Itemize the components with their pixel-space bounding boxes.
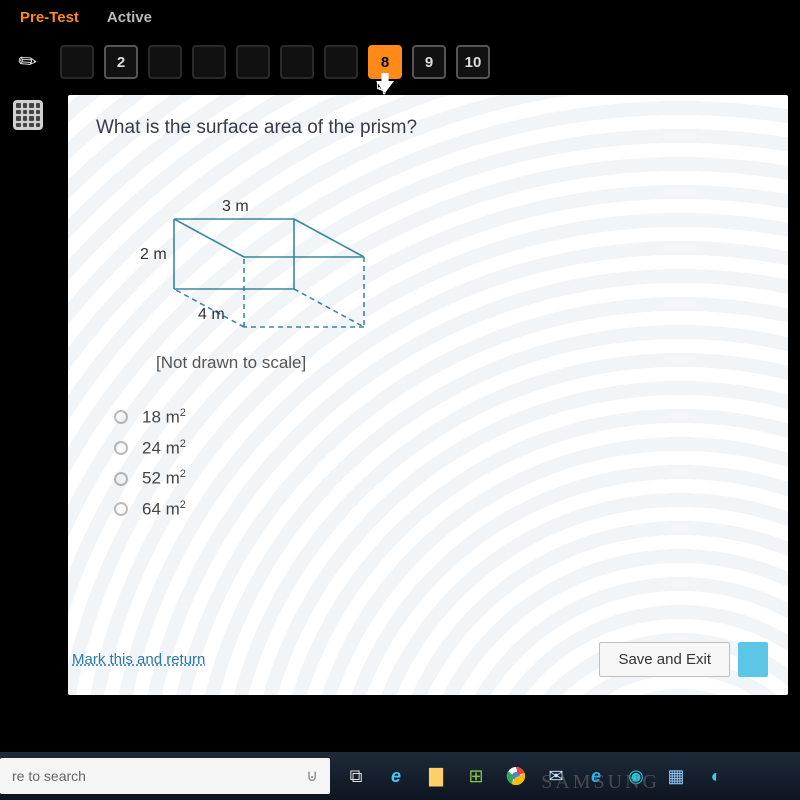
nav-q-8[interactable]: 8☟ [368, 45, 402, 79]
search-placeholder: re to search [12, 768, 86, 784]
mic-icon: ⊍ [306, 766, 318, 786]
nav-q-9[interactable]: 9 [412, 45, 446, 79]
radio-icon [114, 502, 128, 516]
option-1[interactable]: 18 m2 [114, 407, 760, 428]
option-label: 64 m2 [142, 499, 186, 520]
taskview-icon[interactable]: ⧉ [342, 762, 370, 790]
nav-q-6[interactable] [280, 45, 314, 79]
radio-icon [114, 410, 128, 424]
taskbar: re to search ⊍ ⧉ e ▇ ⊞ ✉ e ◉ ▦ ◐ [0, 752, 800, 800]
explorer-icon[interactable]: ▇ [422, 762, 450, 790]
chrome-icon[interactable] [502, 762, 530, 790]
calculator-icon [13, 100, 43, 130]
nav-q-5[interactable] [236, 45, 270, 79]
prism-svg: 3 m 2 m 4 m [126, 169, 386, 339]
radio-icon [114, 441, 128, 455]
save-exit-button[interactable]: Save and Exit [599, 642, 730, 677]
footer-buttons: Save and Exit [599, 642, 768, 677]
option-label: 52 m2 [142, 468, 186, 489]
panel-footer: Mark this and return Save and Exit [68, 642, 788, 677]
monitor-brand: SAMSUNG [541, 771, 660, 794]
tab-pretest[interactable]: Pre-Test [20, 9, 79, 26]
pencil-icon: ✎ [13, 46, 44, 78]
svg-text:2 m: 2 m [140, 246, 167, 263]
tool-pencil[interactable]: ✎ [0, 34, 56, 90]
radio-icon [114, 472, 128, 486]
tab-active[interactable]: Active [107, 9, 152, 26]
nav-q-1[interactable] [60, 45, 94, 79]
question-text: What is the surface area of the prism? [96, 117, 760, 139]
option-4[interactable]: 64 m2 [114, 499, 760, 520]
option-label: 24 m2 [142, 438, 186, 459]
taskbar-search[interactable]: re to search ⊍ [0, 758, 330, 794]
figure-caption: [Not drawn to scale] [156, 353, 760, 373]
mark-return-link[interactable]: Mark this and return [72, 651, 205, 668]
ie-icon[interactable]: e [382, 762, 410, 790]
app-icon-3[interactable]: ◐ [702, 762, 730, 790]
nav-q-7[interactable] [324, 45, 358, 79]
question-nav: 2 8☟ 9 10 [0, 34, 800, 90]
screen: Pre-Test Active ✎ 2 8☟ 9 10 What is the sur… [0, 0, 800, 800]
top-tabs: Pre-Test Active [0, 0, 800, 34]
prism-figure: 3 m 2 m 4 m [126, 169, 760, 339]
next-button[interactable] [738, 642, 768, 677]
option-2[interactable]: 24 m2 [114, 438, 760, 459]
store-icon[interactable]: ⊞ [462, 762, 490, 790]
svg-text:4 m: 4 m [198, 306, 225, 323]
tool-calculator[interactable] [0, 100, 56, 156]
nav-q-2[interactable]: 2 [104, 45, 138, 79]
option-3[interactable]: 52 m2 [114, 468, 760, 489]
app-icon-2[interactable]: ▦ [662, 762, 690, 790]
option-label: 18 m2 [142, 407, 186, 428]
svg-text:3 m: 3 m [222, 198, 249, 215]
nav-q-4[interactable] [192, 45, 226, 79]
question-panel: What is the surface area of the prism? 3… [68, 95, 788, 695]
nav-q-3[interactable] [148, 45, 182, 79]
answer-options: 18 m2 24 m2 52 m2 64 m2 [114, 407, 760, 520]
nav-q-10[interactable]: 10 [456, 45, 490, 79]
